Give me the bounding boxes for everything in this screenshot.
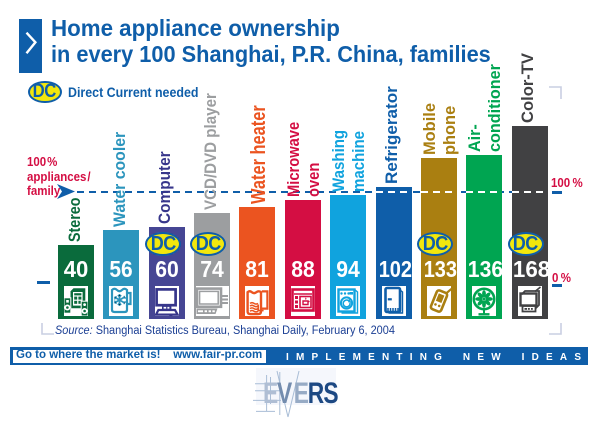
svg-text:E: E <box>294 376 309 410</box>
svg-text:E: E <box>263 376 278 410</box>
svg-text:R: R <box>308 376 324 410</box>
svg-text:S: S <box>323 376 338 410</box>
svg-text:V: V <box>277 376 292 410</box>
